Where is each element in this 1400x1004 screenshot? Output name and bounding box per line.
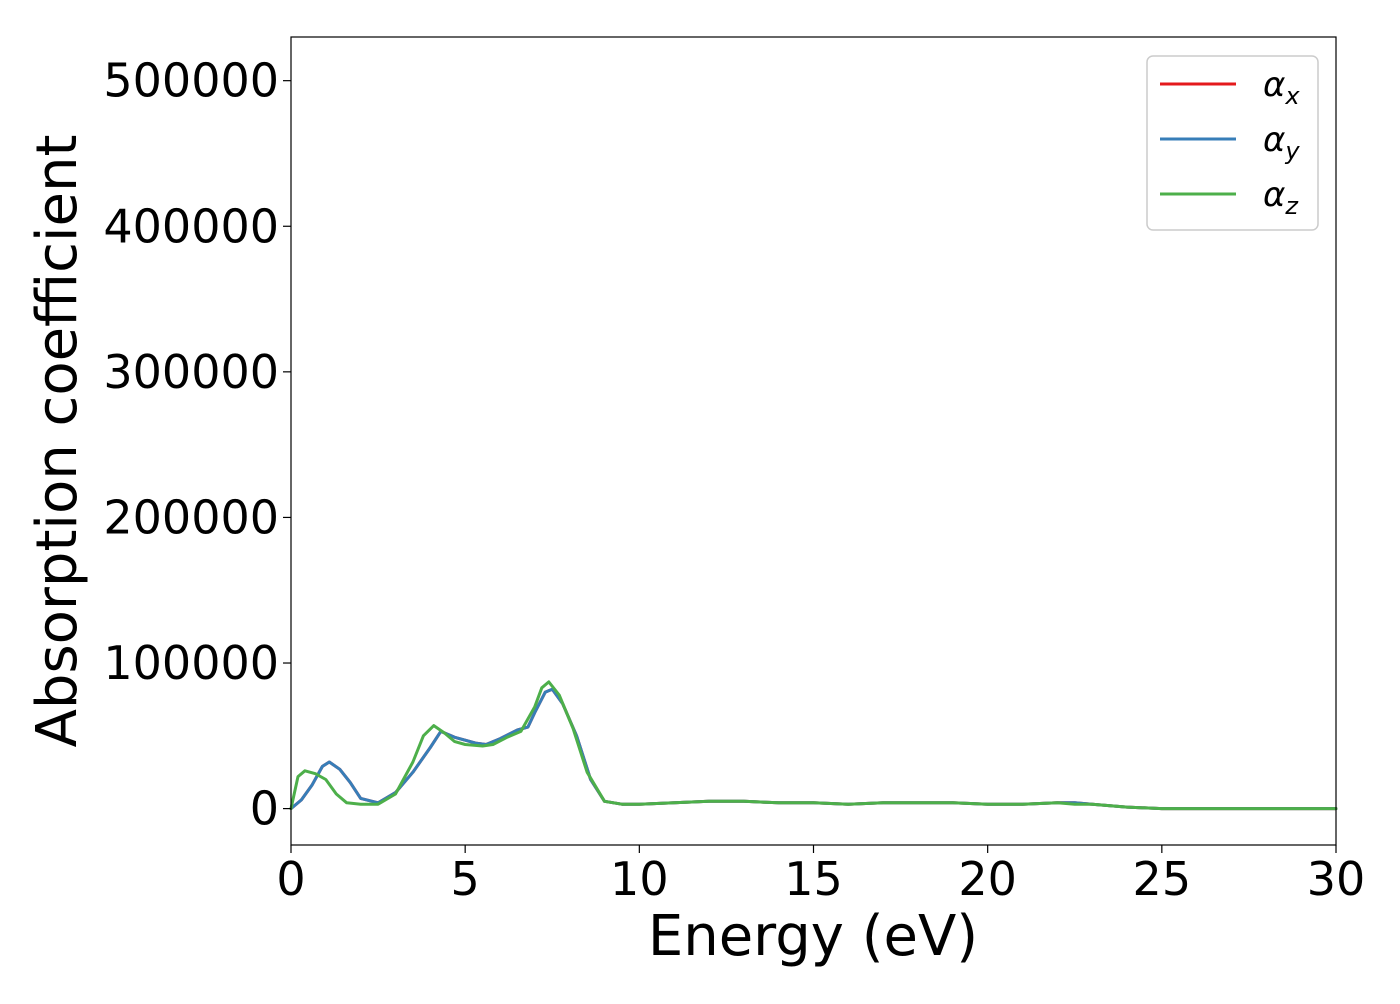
legend-subscript: z	[1284, 192, 1299, 220]
x-tick-label: 25	[1133, 852, 1192, 906]
x-tick-label: 30	[1307, 852, 1366, 906]
y-tick-label: 400000	[103, 199, 279, 253]
legend-subscript: x	[1284, 82, 1300, 110]
x-axis-label: Energy (eV)	[648, 904, 978, 969]
x-tick-label: 20	[958, 852, 1017, 906]
y-tick-label: 500000	[103, 54, 279, 108]
x-tick-label: 10	[610, 852, 669, 906]
y-axis: 0 100000 200000 300000 400000 500000	[103, 54, 291, 836]
y-axis-label: Absorption coefficient	[25, 135, 90, 748]
y-tick-label: 200000	[103, 490, 279, 544]
x-tick-label: 5	[451, 852, 480, 906]
y-tick-label: 100000	[103, 636, 279, 690]
x-tick-label: 15	[784, 852, 843, 906]
plot-lines	[289, 680, 1338, 811]
legend-subscript: y	[1284, 137, 1300, 165]
x-axis: 0 5 10 15 20 25 30	[276, 845, 1365, 906]
series-line-z	[289, 680, 1338, 811]
y-tick-label: 300000	[103, 345, 279, 399]
legend-box	[1146, 55, 1319, 231]
x-tick-label: 0	[276, 852, 305, 906]
y-tick-label: 0	[250, 782, 279, 836]
